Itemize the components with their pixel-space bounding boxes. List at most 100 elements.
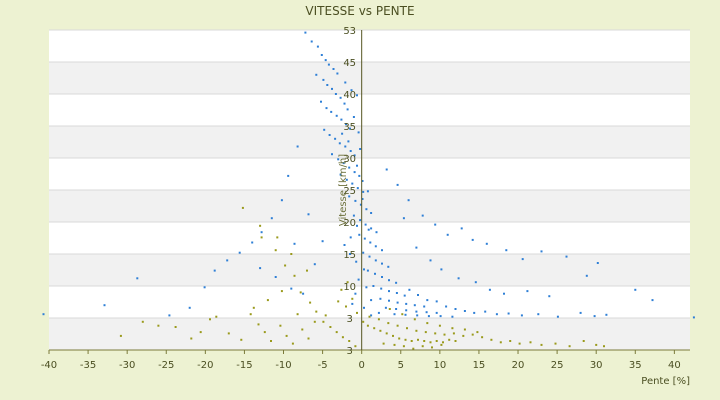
x-axis-ticks: -40 -35 -30 -25 -20 -15 -10 -5 0 5 10 15 20 25 30 35 40: [41, 350, 681, 371]
data-point: [279, 324, 282, 327]
data-point: [408, 288, 411, 291]
data-point: [348, 340, 351, 342]
data-point: [388, 308, 391, 310]
x-tick-label: 5: [398, 360, 404, 371]
data-point: [341, 336, 344, 339]
y-tick-label: 45: [343, 58, 356, 69]
data-point: [405, 309, 408, 312]
data-point: [227, 332, 230, 335]
data-point: [402, 217, 405, 220]
data-point: [446, 233, 449, 236]
data-point: [379, 329, 382, 332]
data-point: [259, 267, 262, 270]
data-point: [293, 242, 296, 245]
data-point: [488, 288, 491, 291]
data-point: [363, 306, 365, 309]
data-point: [454, 308, 457, 310]
data-point: [526, 290, 529, 293]
data-point: [168, 314, 171, 317]
data-point: [344, 81, 347, 84]
data-point: [304, 31, 307, 34]
data-point: [363, 237, 366, 240]
data-point: [440, 343, 443, 346]
plot-band: [49, 158, 690, 190]
data-point: [395, 308, 398, 310]
x-tick-label: -20: [197, 360, 213, 371]
data-point: [344, 145, 347, 148]
data-point: [393, 313, 396, 316]
data-point: [565, 255, 568, 258]
data-point: [335, 114, 338, 117]
data-point: [421, 214, 424, 217]
x-tick-label: -30: [119, 360, 135, 371]
data-point: [263, 331, 266, 334]
data-point: [416, 314, 419, 317]
data-point: [313, 320, 316, 323]
data-point: [481, 336, 484, 339]
x-tick-label: 15: [473, 360, 486, 371]
data-point: [241, 206, 244, 209]
data-point: [310, 40, 313, 43]
data-point: [359, 148, 362, 150]
data-point: [556, 315, 559, 318]
data-point: [280, 290, 283, 293]
data-point: [395, 281, 398, 284]
y-tick-label: 10: [343, 282, 356, 293]
data-point: [369, 241, 372, 244]
data-point: [370, 314, 373, 317]
data-point: [540, 250, 543, 253]
data-point: [435, 300, 438, 303]
data-point: [415, 329, 418, 332]
data-point: [605, 313, 608, 316]
data-point: [266, 299, 269, 302]
data-point: [338, 142, 341, 145]
data-point: [413, 318, 416, 321]
data-point: [340, 118, 343, 121]
data-point: [299, 291, 302, 294]
data-point: [403, 294, 406, 297]
data-point: [296, 313, 299, 316]
data-point: [355, 260, 358, 263]
data-point: [593, 315, 596, 318]
data-point: [362, 190, 365, 193]
x-tick-label: 30: [590, 360, 603, 371]
x-tick-label: 35: [629, 360, 642, 371]
data-point: [495, 313, 498, 316]
data-point: [339, 173, 342, 176]
data-point: [351, 302, 354, 305]
y-tick-label: 40: [343, 90, 356, 101]
data-point: [356, 187, 359, 190]
plot-band: [49, 254, 690, 286]
data-point: [362, 320, 365, 323]
data-point: [353, 171, 356, 174]
data-point: [438, 324, 441, 327]
data-point: [174, 326, 177, 328]
data-point: [476, 331, 479, 334]
data-point: [485, 242, 488, 245]
data-point: [260, 236, 263, 239]
data-point: [374, 259, 377, 262]
data-point: [568, 345, 571, 348]
data-point: [423, 305, 426, 308]
data-point: [307, 337, 310, 340]
data-point: [415, 246, 418, 249]
data-point: [215, 315, 218, 318]
data-point: [119, 334, 122, 337]
data-point: [323, 128, 326, 131]
data-point: [380, 287, 383, 290]
data-point: [431, 346, 433, 349]
data-point: [434, 332, 437, 335]
data-point: [440, 268, 443, 271]
data-point: [387, 322, 390, 325]
data-point: [368, 315, 371, 318]
data-point: [434, 223, 437, 226]
data-point: [331, 87, 333, 90]
data-point: [451, 327, 454, 330]
data-point: [548, 295, 551, 298]
data-point: [315, 73, 318, 76]
x-tick-label: 40: [668, 360, 681, 371]
data-point: [270, 217, 273, 220]
data-point: [425, 311, 428, 314]
data-point: [379, 297, 382, 300]
data-point: [328, 134, 331, 136]
